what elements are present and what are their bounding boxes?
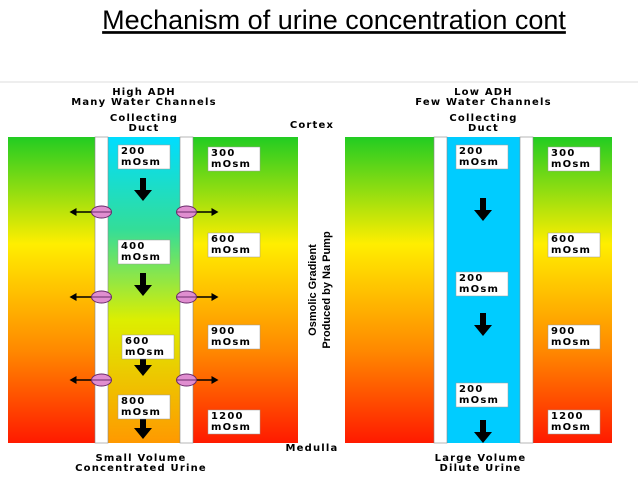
- heading: Many Water Channels: [71, 97, 217, 108]
- duct-label: Collecting: [110, 113, 178, 124]
- gradient-label: Produced by Na Pump: [321, 231, 333, 349]
- flow-arrow: [474, 198, 492, 221]
- value-box: [547, 232, 601, 258]
- value-unit: mOsm: [125, 347, 165, 358]
- value-box: [547, 146, 601, 172]
- title: Mechanism of urine concentration cont: [102, 5, 566, 35]
- value-box: [207, 232, 261, 258]
- heading: Low ADH: [454, 87, 513, 98]
- water-arrowhead: [211, 376, 219, 384]
- value-unit: mOsm: [211, 159, 251, 170]
- value-unit: mOsm: [211, 245, 251, 256]
- medulla-label: Medulla: [285, 443, 338, 454]
- duct-wall: [519, 136, 534, 444]
- value-number: 1200: [551, 411, 584, 422]
- value-unit: mOsm: [459, 284, 499, 295]
- output-label: Dilute Urine: [439, 463, 521, 474]
- value-number: 200: [121, 146, 145, 157]
- output-label: Concentrated Urine: [75, 463, 207, 474]
- flow-arrow: [134, 178, 152, 201]
- heading: High ADH: [112, 87, 176, 98]
- value-box: [455, 144, 509, 170]
- value-number: 900: [551, 326, 575, 337]
- value-box: [455, 271, 509, 297]
- flow-arrow: [134, 273, 152, 296]
- flow-arrow: [474, 313, 492, 336]
- value-number: 1200: [211, 411, 244, 422]
- flow-arrow: [134, 416, 152, 439]
- value-box: [207, 409, 261, 435]
- flow-arrow: [474, 420, 492, 443]
- value-box: [117, 144, 171, 170]
- value-unit: mOsm: [211, 422, 251, 433]
- value-number: 300: [551, 148, 575, 159]
- flow-arrow: [134, 353, 152, 376]
- value-box: [117, 239, 171, 265]
- value-number: 900: [211, 326, 235, 337]
- value-unit: mOsm: [121, 157, 161, 168]
- value-box: [117, 394, 171, 420]
- water-arrowhead: [211, 293, 219, 301]
- value-box: [207, 324, 261, 350]
- value-number: 200: [459, 146, 483, 157]
- value-unit: mOsm: [459, 395, 499, 406]
- duct-wall: [433, 136, 448, 444]
- water-arrowhead: [211, 208, 219, 216]
- duct-label: Duct: [468, 123, 499, 134]
- value-box: [121, 334, 175, 360]
- value-box: [547, 324, 601, 350]
- water-arrowhead: [69, 208, 77, 216]
- duct-wall: [179, 136, 194, 444]
- duct-label: Collecting: [449, 113, 517, 124]
- cortex-label: Cortex: [290, 120, 334, 131]
- value-number: 600: [125, 336, 149, 347]
- value-number: 200: [459, 384, 483, 395]
- value-number: 300: [211, 148, 235, 159]
- value-box: [207, 146, 261, 172]
- value-number: 600: [551, 234, 575, 245]
- output-label: Large Volume: [435, 453, 527, 464]
- value-box: [547, 409, 601, 435]
- value-unit: mOsm: [121, 252, 161, 263]
- value-unit: mOsm: [121, 407, 161, 418]
- gradient-label: Osmolic Gradient: [307, 244, 319, 336]
- water-arrowhead: [69, 376, 77, 384]
- output-label: Small Volume: [96, 453, 187, 464]
- value-unit: mOsm: [551, 422, 591, 433]
- value-unit: mOsm: [551, 159, 591, 170]
- duct-label: Duct: [129, 123, 160, 134]
- value-unit: mOsm: [459, 157, 499, 168]
- value-number: 200: [459, 273, 483, 284]
- water-arrowhead: [69, 293, 77, 301]
- value-unit: mOsm: [551, 245, 591, 256]
- value-number: 600: [211, 234, 235, 245]
- value-number: 800: [121, 396, 145, 407]
- value-number: 400: [121, 241, 145, 252]
- value-box: [455, 382, 509, 408]
- value-unit: mOsm: [211, 337, 251, 348]
- value-unit: mOsm: [551, 337, 591, 348]
- duct-wall: [94, 136, 109, 444]
- heading: Few Water Channels: [415, 97, 552, 108]
